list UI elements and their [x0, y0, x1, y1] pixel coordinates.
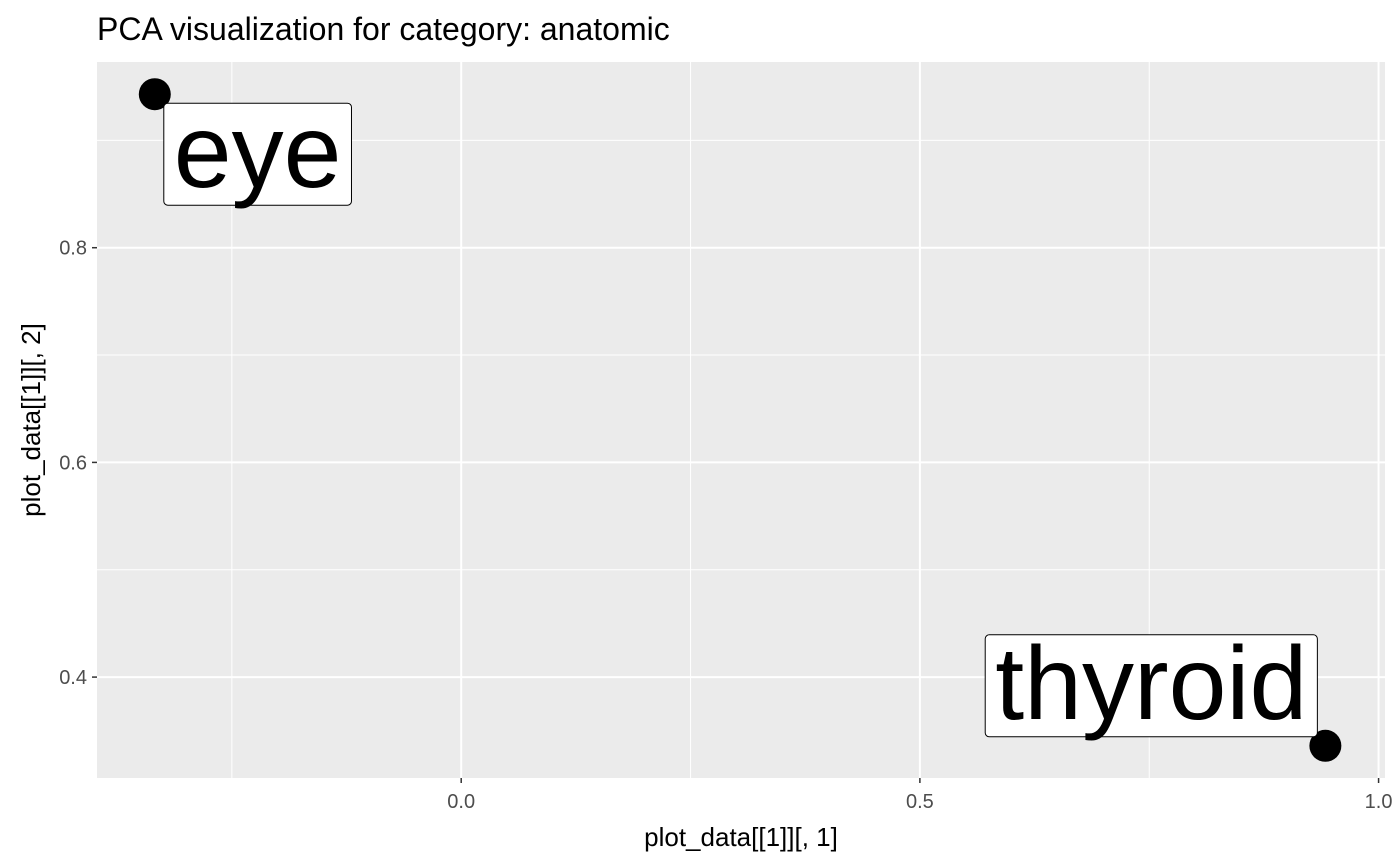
y-axis-title: plot_data[[1]][, 2] — [16, 323, 46, 517]
point — [138, 78, 171, 111]
x-axis-title: plot_data[[1]][, 1] — [644, 822, 838, 852]
point-label: thyroid — [995, 626, 1307, 742]
chart-title: PCA visualization for category: anatomic — [97, 11, 670, 47]
y-tick-label: 0.8 — [59, 238, 87, 260]
x-tick-label: 0.5 — [906, 791, 934, 813]
y-tick-label: 0.4 — [59, 667, 87, 689]
label-box — [984, 634, 1318, 738]
point — [1309, 729, 1342, 762]
y-tick-label: 0.6 — [59, 452, 87, 474]
x-tick-label: 1.0 — [1365, 791, 1393, 813]
point-label: eye — [174, 94, 342, 210]
label-box — [163, 102, 352, 206]
x-tick-label: 0.0 — [447, 791, 475, 813]
